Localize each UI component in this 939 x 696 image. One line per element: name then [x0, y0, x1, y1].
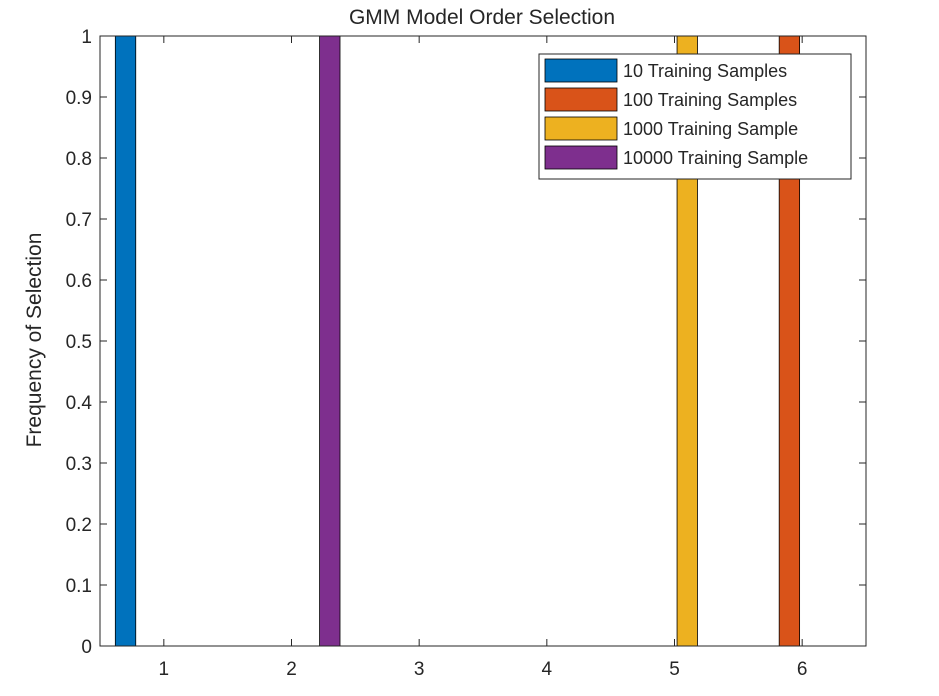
y-tick-label: 0.1 [66, 576, 92, 597]
y-tick-label: 0.3 [66, 454, 92, 475]
x-tick-label: 5 [669, 659, 680, 680]
legend-swatch [544, 116, 618, 141]
legend-label: 100 Training Samples [623, 90, 797, 110]
y-tick-label: 0.5 [66, 332, 92, 353]
y-tick-label: 0 [81, 637, 92, 658]
legend-swatch [544, 145, 618, 170]
legend-label: 10 Training Samples [623, 61, 787, 81]
y-tick-label: 0.4 [66, 393, 93, 414]
x-tick-label: 2 [286, 659, 297, 680]
x-tick-label: 6 [797, 659, 808, 680]
bar-1-cat-1 [114, 35, 137, 647]
x-tick-label: 1 [159, 659, 170, 680]
y-tick-label: 0.7 [66, 210, 92, 231]
y-axis-label: Frequency of Selection [23, 233, 46, 448]
bars-layer [114, 35, 801, 647]
y-tick-label: 0.8 [66, 149, 92, 170]
y-tick-label: 0.9 [66, 88, 92, 109]
legend-label: 1000 Training Sample [623, 119, 798, 139]
x-tick-label: 3 [414, 659, 425, 680]
chart-title: GMM Model Order Selection [349, 6, 615, 29]
ticks-layer: 0 0.1 0.2 0.3 0.4 0.5 0.6 0.7 0.8 0.9 1 1 2 3 4 5 6 [66, 27, 866, 680]
axes-frame [99, 35, 867, 647]
legend-swatch [544, 87, 618, 112]
legend-swatch [544, 58, 618, 83]
y-tick-label: 0.2 [66, 515, 92, 536]
y-tick-label: 0.6 [66, 271, 92, 292]
legend-label: 10000 Training Sample [623, 148, 808, 168]
x-tick-label: 4 [542, 659, 553, 680]
y-tick-label: 1 [81, 27, 92, 48]
bar-4-cat-2 [319, 35, 341, 647]
legend: 10 Training Samples 100 Training Samples 1… [538, 53, 852, 180]
